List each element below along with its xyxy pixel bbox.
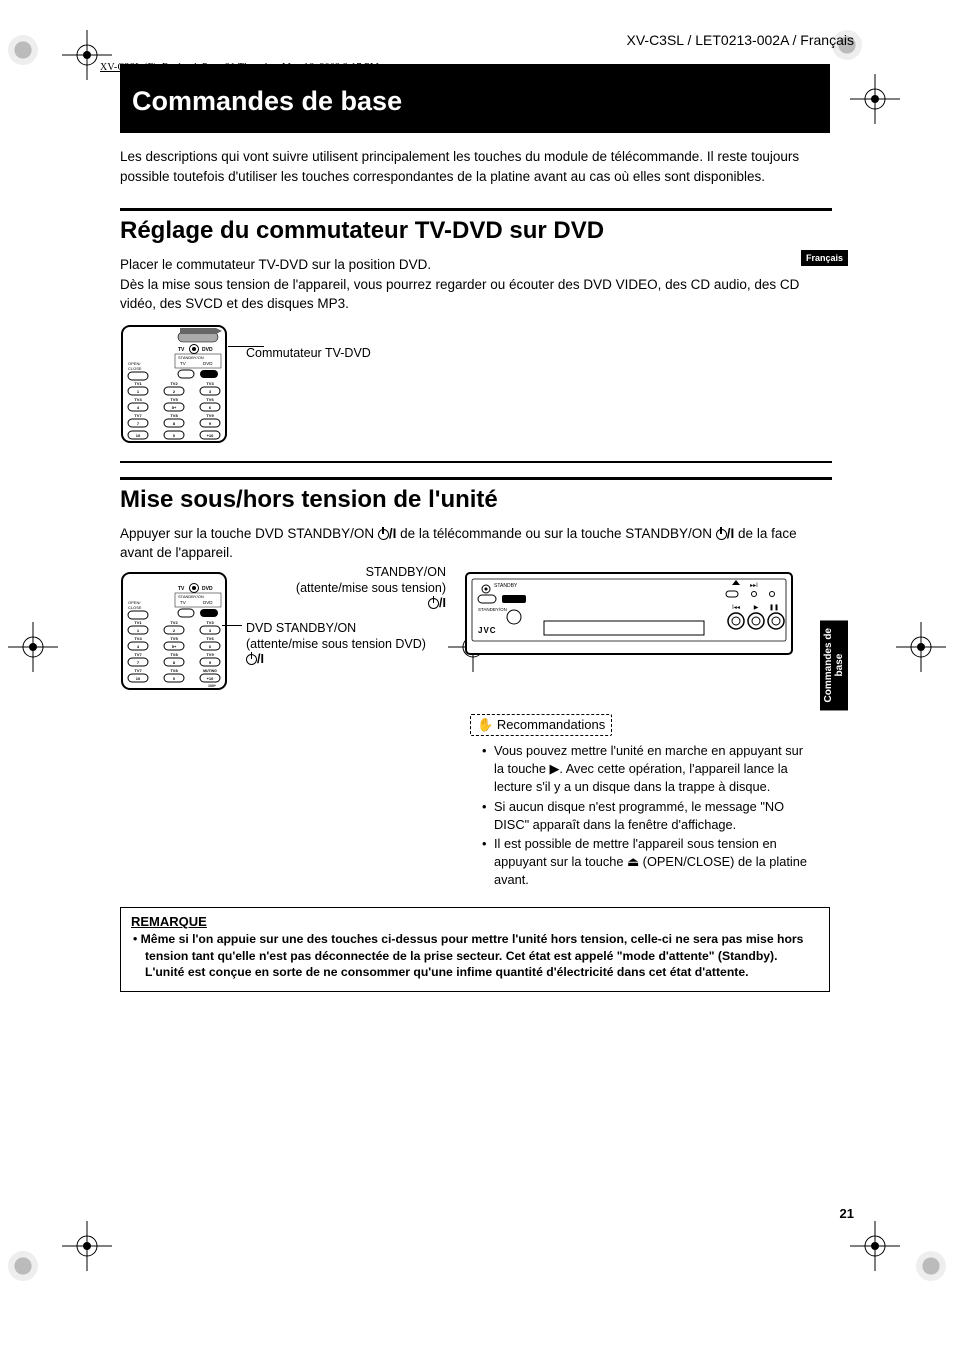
svg-text:TV7: TV7 [134,668,142,673]
crop-mark-br [850,1221,900,1271]
page-title: Commandes de base [132,86,818,117]
front-panel-diagram: STANDBY STANDBY/ON JVC ▸▸I I◂◂ ▶ ❚❚ [464,571,794,661]
section2-body: Appuyer sur la touche DVD STANDBY/ON /I … [120,524,820,563]
remote-diagram-1: TV DVD STANDBY/ON TV DVD OPEN/CLOSE TV1T… [120,324,228,449]
title-band: Commandes de base [120,64,830,133]
svg-text:TV9: TV9 [206,652,214,657]
svg-text:TV4: TV4 [134,636,142,641]
reco-item: Vous pouvez mettre l'unité en marche en … [482,742,812,796]
svg-text:STANDBY/ON: STANDBY/ON [478,607,507,612]
remarque-box: REMARQUE Même si l'on appuie sur une des… [120,907,830,991]
svg-text:TV2: TV2 [170,381,178,386]
svg-text:CLOSE: CLOSE [128,366,142,371]
crop-mark-bl [62,1221,112,1271]
page-number: 21 [840,1206,854,1221]
power-icon [378,529,389,540]
intro-paragraph: Les descriptions qui vont suivre utilise… [120,147,810,186]
crop-mark-ml [8,622,58,672]
svg-text:TV7: TV7 [134,652,142,657]
svg-text:STANDBY/ON: STANDBY/ON [178,594,204,599]
power-icon [716,529,727,540]
recommandations-list: Vous pouvez mettre l'unité en marche en … [482,742,812,889]
reg-dot-bl [8,1251,38,1281]
remote-diagram-2: TV DVD STANDBY/ON TV DVD OPEN/CLOSE TV1T… [120,571,228,696]
page: XV-C3SL / LET0213-002A / Français XV-C3S… [0,0,954,1351]
svg-text:JVC: JVC [478,626,497,635]
svg-text:5+: 5+ [172,405,177,410]
svg-text:10: 10 [136,676,141,681]
svg-text:MUTING: MUTING [203,669,217,673]
svg-text:TV3: TV3 [206,381,214,386]
section1-rule [120,208,832,211]
reco-item: Si aucun disque n'est programmé, le mess… [482,798,812,834]
remarque-body: Même si l'on appuie sur une des touches … [145,931,819,980]
reco-item: Il est possible de mettre l'appareil sou… [482,835,812,889]
svg-text:TV6: TV6 [206,636,214,641]
document-id: XV-C3SL / LET0213-002A / Français [627,32,855,48]
content-area: Commandes de base Les descriptions qui v… [120,60,840,992]
svg-text:CLOSE: CLOSE [128,605,142,610]
side-tab: Commandes de base [820,620,848,710]
svg-text:▸▸I: ▸▸I [750,583,758,589]
recommandations-title: ✋ Recommandations [470,714,612,736]
svg-text:TV6: TV6 [206,397,214,402]
svg-text:DVD: DVD [202,347,213,353]
svg-text:TV: TV [180,361,186,366]
svg-text:DVD: DVD [203,361,213,366]
svg-text:TV3: TV3 [206,620,214,625]
section2-rule [120,477,832,480]
power-icon [246,654,257,665]
svg-text:STANDBY/ON: STANDBY/ON [178,355,204,360]
svg-text:DVD: DVD [202,586,213,592]
reg-dot-br [916,1251,946,1281]
svg-text:TV2: TV2 [170,620,178,625]
svg-text:TV: TV [178,347,185,353]
svg-text:▶: ▶ [754,605,759,611]
callout-standby: STANDBY/ON (attente/mise sous tension)/I [296,565,446,612]
reg-dot-tl [8,35,38,65]
svg-text:I◂◂: I◂◂ [732,605,740,611]
crop-mark-mr [896,622,946,672]
s2-prefix: Appuyer sur la touche DVD STANDBY/ON [120,526,378,541]
svg-text:TV: TV [180,600,186,605]
svg-text:TV5: TV5 [170,636,178,641]
svg-text:TV1: TV1 [134,381,142,386]
svg-text:100+: 100+ [208,684,216,688]
crop-mark-tr [850,74,900,124]
svg-text:TV1: TV1 [134,620,142,625]
svg-text:+10: +10 [207,433,215,438]
language-tab: Français [801,250,848,266]
remarque-title: REMARQUE [131,914,819,929]
callout-dvd-standby: DVD STANDBY/ON (attente/mise sous tensio… [224,621,426,668]
section1-title: Réglage du commutateur TV-DVD sur DVD [120,217,840,245]
svg-text:STANDBY: STANDBY [494,583,518,589]
svg-text:DVD: DVD [203,600,213,605]
divider-1 [120,461,832,463]
svg-text:❚❚: ❚❚ [769,604,779,611]
svg-text:TV: TV [178,586,185,592]
svg-text:TV8: TV8 [170,652,178,657]
s2-mid: de la télécommande ou sur la touche STAN… [396,526,715,541]
svg-text:TV7: TV7 [134,413,142,418]
svg-text:10: 10 [136,433,141,438]
power-icon [428,598,439,609]
svg-text:TV4: TV4 [134,397,142,402]
svg-text:TV9: TV9 [206,413,214,418]
svg-text:TV5: TV5 [170,397,178,402]
svg-text:+10: +10 [207,676,215,681]
svg-text:5+: 5+ [172,644,177,649]
svg-text:TV8: TV8 [170,668,178,673]
svg-text:TV8: TV8 [170,413,178,418]
section2-title: Mise sous/hors tension de l'unité [120,486,840,514]
section1-body: Placer le commutateur TV-DVD sur la posi… [120,255,820,314]
section1-callout: Commutateur TV-DVD [246,346,371,360]
